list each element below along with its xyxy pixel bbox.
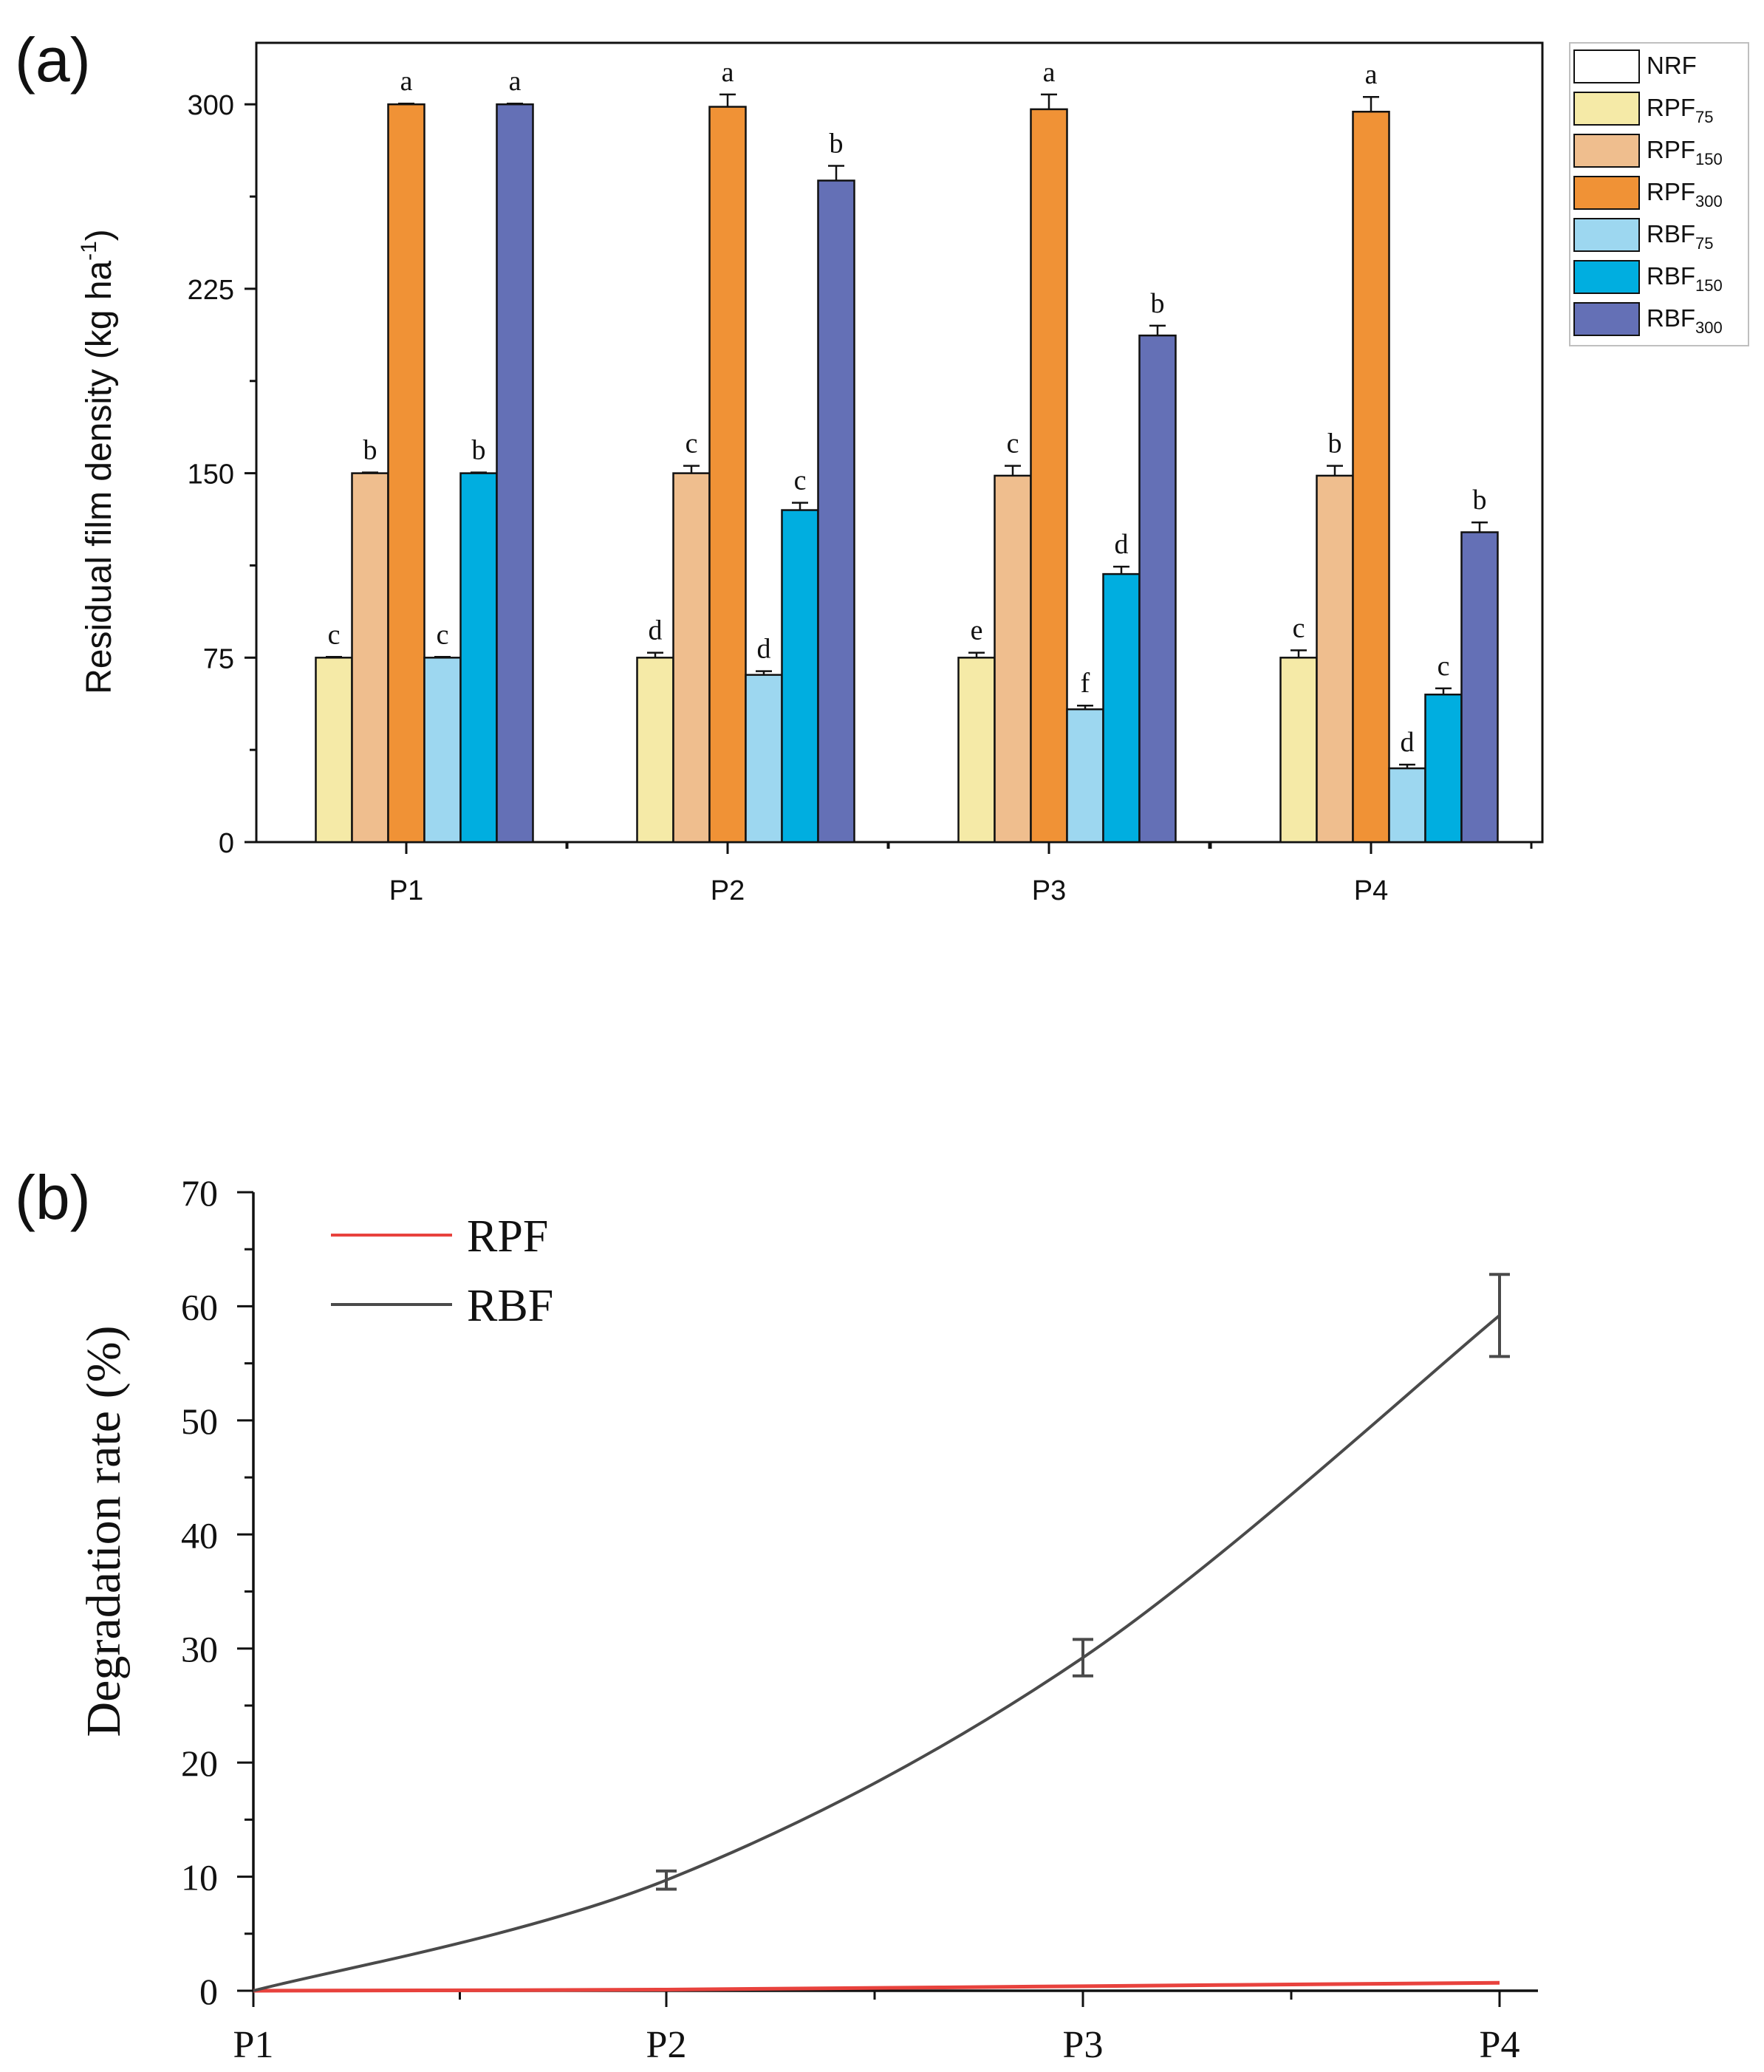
- legend: NRF RPF75 RPF150 RPF300 RBF75 RBF150 RBF300: [1569, 42, 1749, 346]
- bar: [1424, 693, 1463, 844]
- bar: [1460, 531, 1499, 844]
- significance-letter: a: [400, 66, 413, 97]
- x-tick-label: P1: [233, 2024, 274, 2066]
- legend-swatch: [1573, 49, 1640, 83]
- significance-letter: b: [830, 128, 844, 159]
- significance-letter: c: [1007, 428, 1019, 459]
- bar: [1388, 767, 1426, 844]
- significance-letter: b: [1151, 288, 1165, 319]
- y-tick-label: 30: [181, 1629, 218, 1670]
- x-tick-label: P1: [389, 875, 423, 906]
- y-tick-label: 225: [188, 275, 234, 306]
- x-tick-label: P2: [711, 875, 745, 906]
- significance-letter: d: [1115, 529, 1129, 560]
- bar: [1279, 657, 1318, 844]
- bar-chart-residual-film: Residual film density (kg ha-1) 0 75 150 22…: [77, 41, 1749, 906]
- y-tick-label: 10: [181, 1857, 218, 1898]
- bar: [957, 657, 996, 844]
- series-line-rbf: [253, 1314, 1501, 1992]
- legend-swatch: [1573, 218, 1640, 252]
- bar: [708, 106, 747, 844]
- series-line-rpf: [253, 1980, 1500, 1993]
- y-tick-label: 70: [181, 1172, 218, 1214]
- bar: [423, 657, 462, 844]
- line-chart-degradation-rate: Degradation rate (%) 0 10 20 30 40 50 60 70 P1 P2…: [77, 1172, 1538, 2066]
- y-axis-label: Residual film density (kg ha-1): [77, 229, 119, 694]
- bar: [1030, 108, 1068, 844]
- significance-letter: b: [363, 435, 377, 466]
- y-tick-label: 300: [188, 90, 234, 121]
- significance-letter: f: [1081, 668, 1090, 699]
- legend-label: RBF75: [1647, 220, 1713, 253]
- legend-swatch: [1573, 302, 1640, 336]
- bar: [1138, 334, 1177, 844]
- significance-letter: e: [971, 615, 983, 646]
- significance-letter: c: [328, 619, 341, 650]
- panel-a-label: (a): [15, 25, 91, 95]
- bar: [1102, 572, 1141, 844]
- legend-swatch: [1573, 176, 1640, 210]
- significance-letter: c: [1293, 612, 1305, 643]
- bar: [459, 472, 498, 844]
- plot-frame: [255, 41, 1544, 844]
- panel-b-label: (b): [15, 1163, 91, 1232]
- y-tick-label: 60: [181, 1286, 218, 1327]
- y-tick-label: 75: [203, 643, 234, 674]
- legend-swatch: [1573, 92, 1640, 126]
- significance-letter: b: [472, 435, 486, 466]
- bar: [1066, 708, 1104, 844]
- significance-letter: c: [794, 465, 807, 496]
- y-tick-label: 40: [181, 1514, 218, 1556]
- significance-letter: a: [1043, 57, 1056, 88]
- y-tick-label: 0: [219, 828, 234, 859]
- legend-label: RPF: [467, 1211, 548, 1262]
- bar: [781, 509, 819, 844]
- y-tick-label: 0: [199, 1971, 218, 2012]
- legend-swatch: [1573, 260, 1640, 294]
- significance-letter: b: [1328, 428, 1342, 459]
- legend-label: NRF: [1647, 52, 1697, 79]
- significance-letter: c: [437, 619, 449, 650]
- y-tick-label: 20: [181, 1743, 218, 1784]
- x-tick-label: P2: [646, 2024, 687, 2066]
- bar: [351, 472, 389, 844]
- bar: [496, 103, 534, 844]
- x-tick-label: P3: [1063, 2024, 1104, 2066]
- significance-letter: d: [757, 634, 771, 665]
- legend-label: RPF150: [1647, 136, 1723, 168]
- legend-swatch: [1573, 134, 1640, 168]
- bar: [745, 674, 783, 844]
- bar: [1352, 110, 1390, 844]
- legend-label: RBF: [467, 1281, 553, 1331]
- y-axis-label: Degradation rate (%): [77, 1325, 131, 1737]
- legend-label: RBF150: [1647, 262, 1723, 295]
- x-tick-label: P4: [1354, 875, 1388, 906]
- legend-label: RPF75: [1647, 94, 1713, 126]
- x-tick-label: P4: [1480, 2024, 1520, 2066]
- bar: [672, 472, 711, 844]
- legend-label: RBF300: [1647, 304, 1723, 337]
- bar: [994, 474, 1032, 844]
- legend: RPF RBF: [331, 1211, 553, 1331]
- bar: [636, 657, 674, 844]
- y-tick-label: 50: [181, 1401, 218, 1442]
- bar: [315, 657, 353, 844]
- significance-letter: a: [509, 66, 522, 97]
- significance-letter: c: [686, 428, 698, 459]
- significance-letter: b: [1473, 485, 1487, 516]
- bar: [387, 103, 425, 844]
- significance-letter: d: [649, 615, 663, 646]
- legend-label: RPF300: [1647, 178, 1723, 211]
- x-tick-label: P3: [1032, 875, 1066, 906]
- significance-letter: a: [1365, 59, 1378, 90]
- bar: [817, 179, 855, 844]
- significance-letter: d: [1401, 727, 1415, 758]
- significance-letter: a: [722, 57, 734, 88]
- significance-letter: c: [1437, 651, 1450, 682]
- y-tick-label: 150: [188, 459, 234, 490]
- bar: [1316, 474, 1354, 844]
